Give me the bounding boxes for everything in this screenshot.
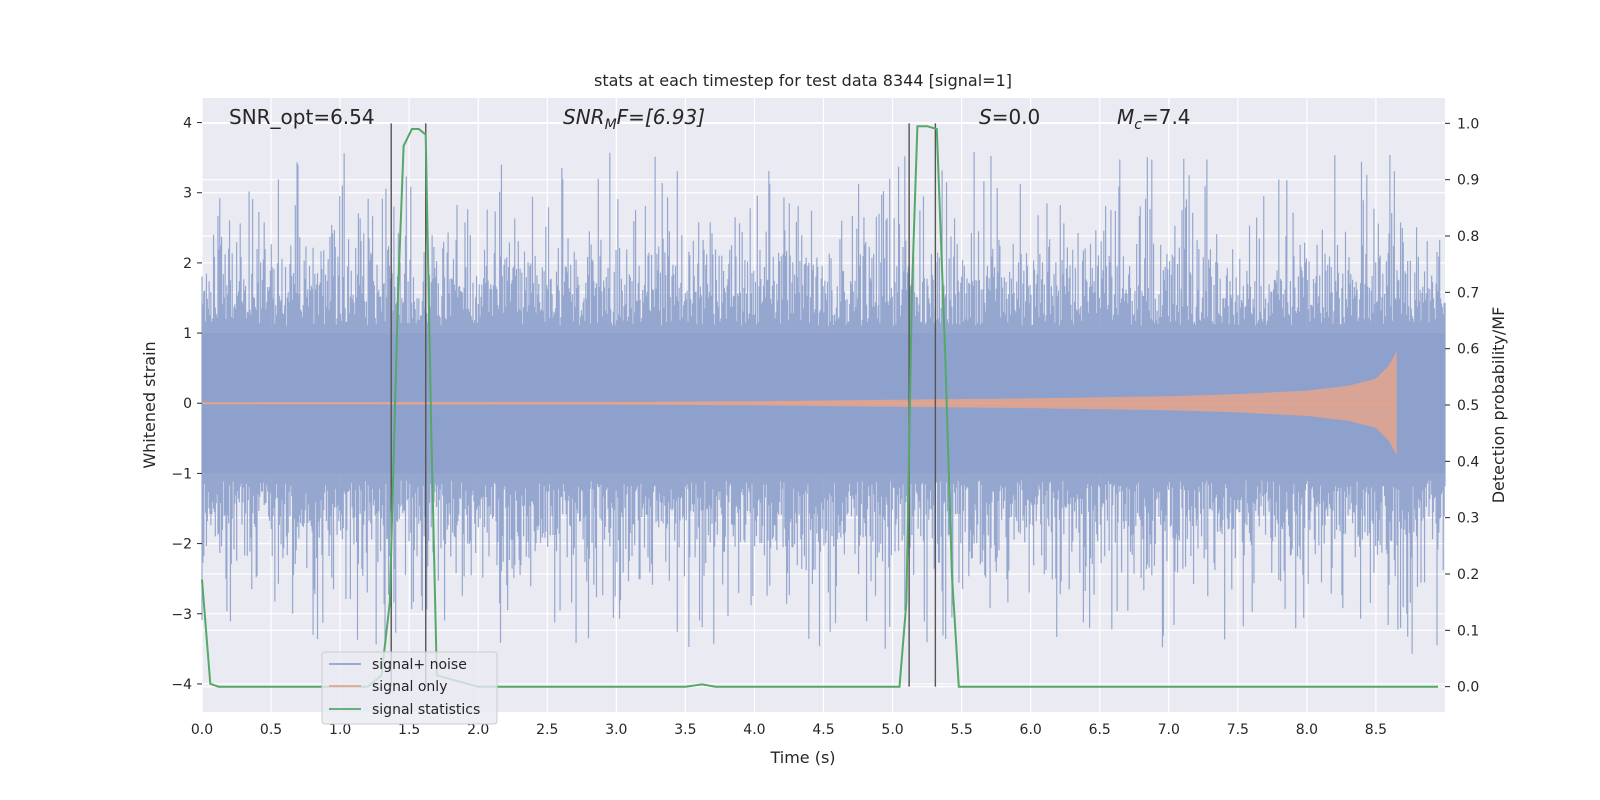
x-tick-label: 1.0 bbox=[329, 722, 351, 738]
x-tick-label: 6.5 bbox=[1089, 722, 1111, 738]
y-tick-label-right: 0.6 bbox=[1457, 342, 1479, 358]
y-tick-label-right: 0.9 bbox=[1457, 173, 1479, 189]
y-tick-label-right: 0.8 bbox=[1457, 229, 1479, 245]
annotation-snr-mf-main: SNR bbox=[563, 105, 605, 129]
x-tick-label: 7.5 bbox=[1227, 722, 1249, 738]
y-tick-label-right: 0.5 bbox=[1457, 398, 1479, 414]
y-tick-label-right: 0.2 bbox=[1457, 567, 1479, 583]
y-tick-label-right: 0.7 bbox=[1457, 285, 1479, 301]
y-tick-label-right: 1.0 bbox=[1457, 116, 1479, 132]
x-tick-label: 8.0 bbox=[1296, 722, 1318, 738]
y-tick-label-left: 4 bbox=[183, 116, 192, 132]
y-tick-label-left: 3 bbox=[183, 186, 192, 202]
x-tick-label: 4.5 bbox=[812, 722, 834, 738]
annotation-snr-opt: SNR_opt=6.54 bbox=[229, 105, 375, 129]
x-tick-label: 3.0 bbox=[605, 722, 627, 738]
x-tick-label: 0.0 bbox=[191, 722, 213, 738]
legend-box bbox=[321, 651, 498, 725]
x-tick-label: 8.5 bbox=[1365, 722, 1387, 738]
y-tick-label-right: 0.0 bbox=[1457, 680, 1479, 696]
x-tick-label: 4.0 bbox=[743, 722, 765, 738]
annotation-mc-sub: c bbox=[1134, 117, 1142, 133]
y-tick-label-left: −2 bbox=[171, 537, 192, 553]
legend-label-signal-noise: signal+ noise bbox=[372, 657, 467, 673]
annotation-s: S=0.0 bbox=[979, 105, 1040, 129]
x-tick-label: 2.0 bbox=[467, 722, 489, 738]
annotation-mc-main: M bbox=[1117, 105, 1134, 129]
annotation-snr-mf-sub: M bbox=[605, 117, 617, 133]
annotation-mc-rest: =7.4 bbox=[1142, 105, 1191, 129]
x-tick-label: 3.5 bbox=[674, 722, 696, 738]
x-tick-label: 5.5 bbox=[950, 722, 972, 738]
y-tick-label-left: 1 bbox=[183, 326, 192, 342]
y-tick-label-left: 2 bbox=[183, 256, 192, 272]
x-axis-label: Time (s) bbox=[769, 748, 835, 767]
chart-title: stats at each timestep for test data 834… bbox=[594, 71, 1012, 90]
annotation-s-rest: =0.0 bbox=[992, 105, 1041, 129]
x-tick-label: 0.5 bbox=[260, 722, 282, 738]
legend: signal+ noise signal only signal statist… bbox=[321, 651, 498, 725]
x-tick-label: 6.0 bbox=[1020, 722, 1042, 738]
x-tick-label: 5.0 bbox=[881, 722, 903, 738]
legend-label-signal-only: signal only bbox=[372, 679, 447, 695]
y-axis-label-right: Detection probability/MF bbox=[1489, 307, 1508, 504]
y-tick-label-right: 0.1 bbox=[1457, 623, 1479, 639]
y-tick-label-left: 0 bbox=[183, 396, 192, 412]
tick-labels: 0.0 0.5 1.0 1.5 2.0 2.5 3.0 3.5 4.0 4.5 5.0 5.5 6.0 6… bbox=[171, 116, 1479, 738]
annotation-mc: Mc=7.4 bbox=[1117, 105, 1191, 133]
y-tick-label-left: −3 bbox=[171, 607, 192, 623]
y-tick-label-left: −4 bbox=[171, 677, 192, 693]
y-tick-label-left: −1 bbox=[171, 466, 192, 482]
legend-label-signal-statistics: signal statistics bbox=[372, 702, 480, 718]
y-axis-label-left: Whitened strain bbox=[140, 341, 159, 468]
y-tick-label-right: 0.3 bbox=[1457, 511, 1479, 527]
x-tick-label: 2.5 bbox=[536, 722, 558, 738]
x-tick-label: 1.5 bbox=[398, 722, 420, 738]
annotation-snr-mf-rest: F=[6.93] bbox=[617, 105, 705, 129]
annotation-snr-mf: SNRMF=[6.93] bbox=[563, 105, 705, 133]
signal-only-series bbox=[202, 350, 1397, 456]
y-tick-label-right: 0.4 bbox=[1457, 454, 1479, 470]
x-tick-label: 7.0 bbox=[1158, 722, 1180, 738]
annotation-s-main: S bbox=[979, 105, 992, 129]
